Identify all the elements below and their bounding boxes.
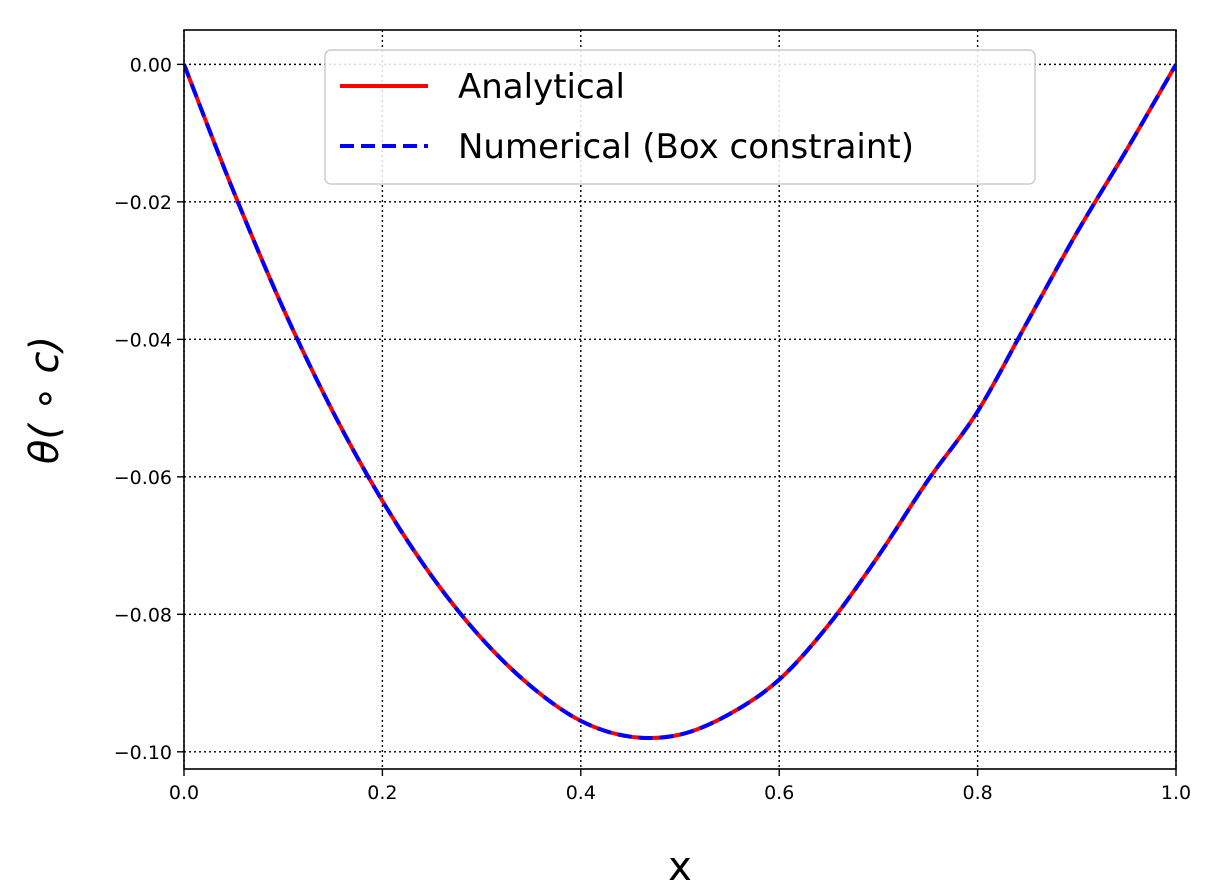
legend-label-analytical: Analytical — [458, 67, 625, 107]
y-axis-label: θ( ∘ c) — [22, 336, 68, 464]
y-tick-label: −0.10 — [114, 742, 172, 764]
legend: Analytical Numerical (Box constraint) — [324, 49, 1036, 185]
plot-frame — [183, 29, 1177, 770]
x-tick-label: 0.0 — [169, 782, 199, 804]
series-lines — [184, 63, 1176, 741]
x-tick-label: 0.8 — [962, 782, 992, 804]
y-tick-label: −0.04 — [114, 329, 172, 351]
axis-ticks: 0.0 0.2 0.4 0.6 0.8 1.0 0.00 −0.02 −0.04 −0.06 −0.… — [114, 54, 1191, 804]
y-tick-label: −0.06 — [114, 467, 172, 489]
series-line-numerical — [184, 63, 1176, 741]
x-tick-label: 0.4 — [566, 782, 596, 804]
x-tick-label: 0.2 — [367, 782, 397, 804]
y-tick-label: −0.02 — [114, 192, 172, 214]
x-tick-label: 1.0 — [1161, 782, 1191, 804]
legend-label-numerical: Numerical (Box constraint) — [458, 127, 914, 167]
y-tick-label: −0.08 — [114, 604, 172, 626]
x-tick-label: 0.6 — [764, 782, 794, 804]
y-tick-label: 0.00 — [130, 54, 172, 76]
legend-box — [324, 49, 1036, 185]
x-axis-label: x — [668, 844, 692, 890]
